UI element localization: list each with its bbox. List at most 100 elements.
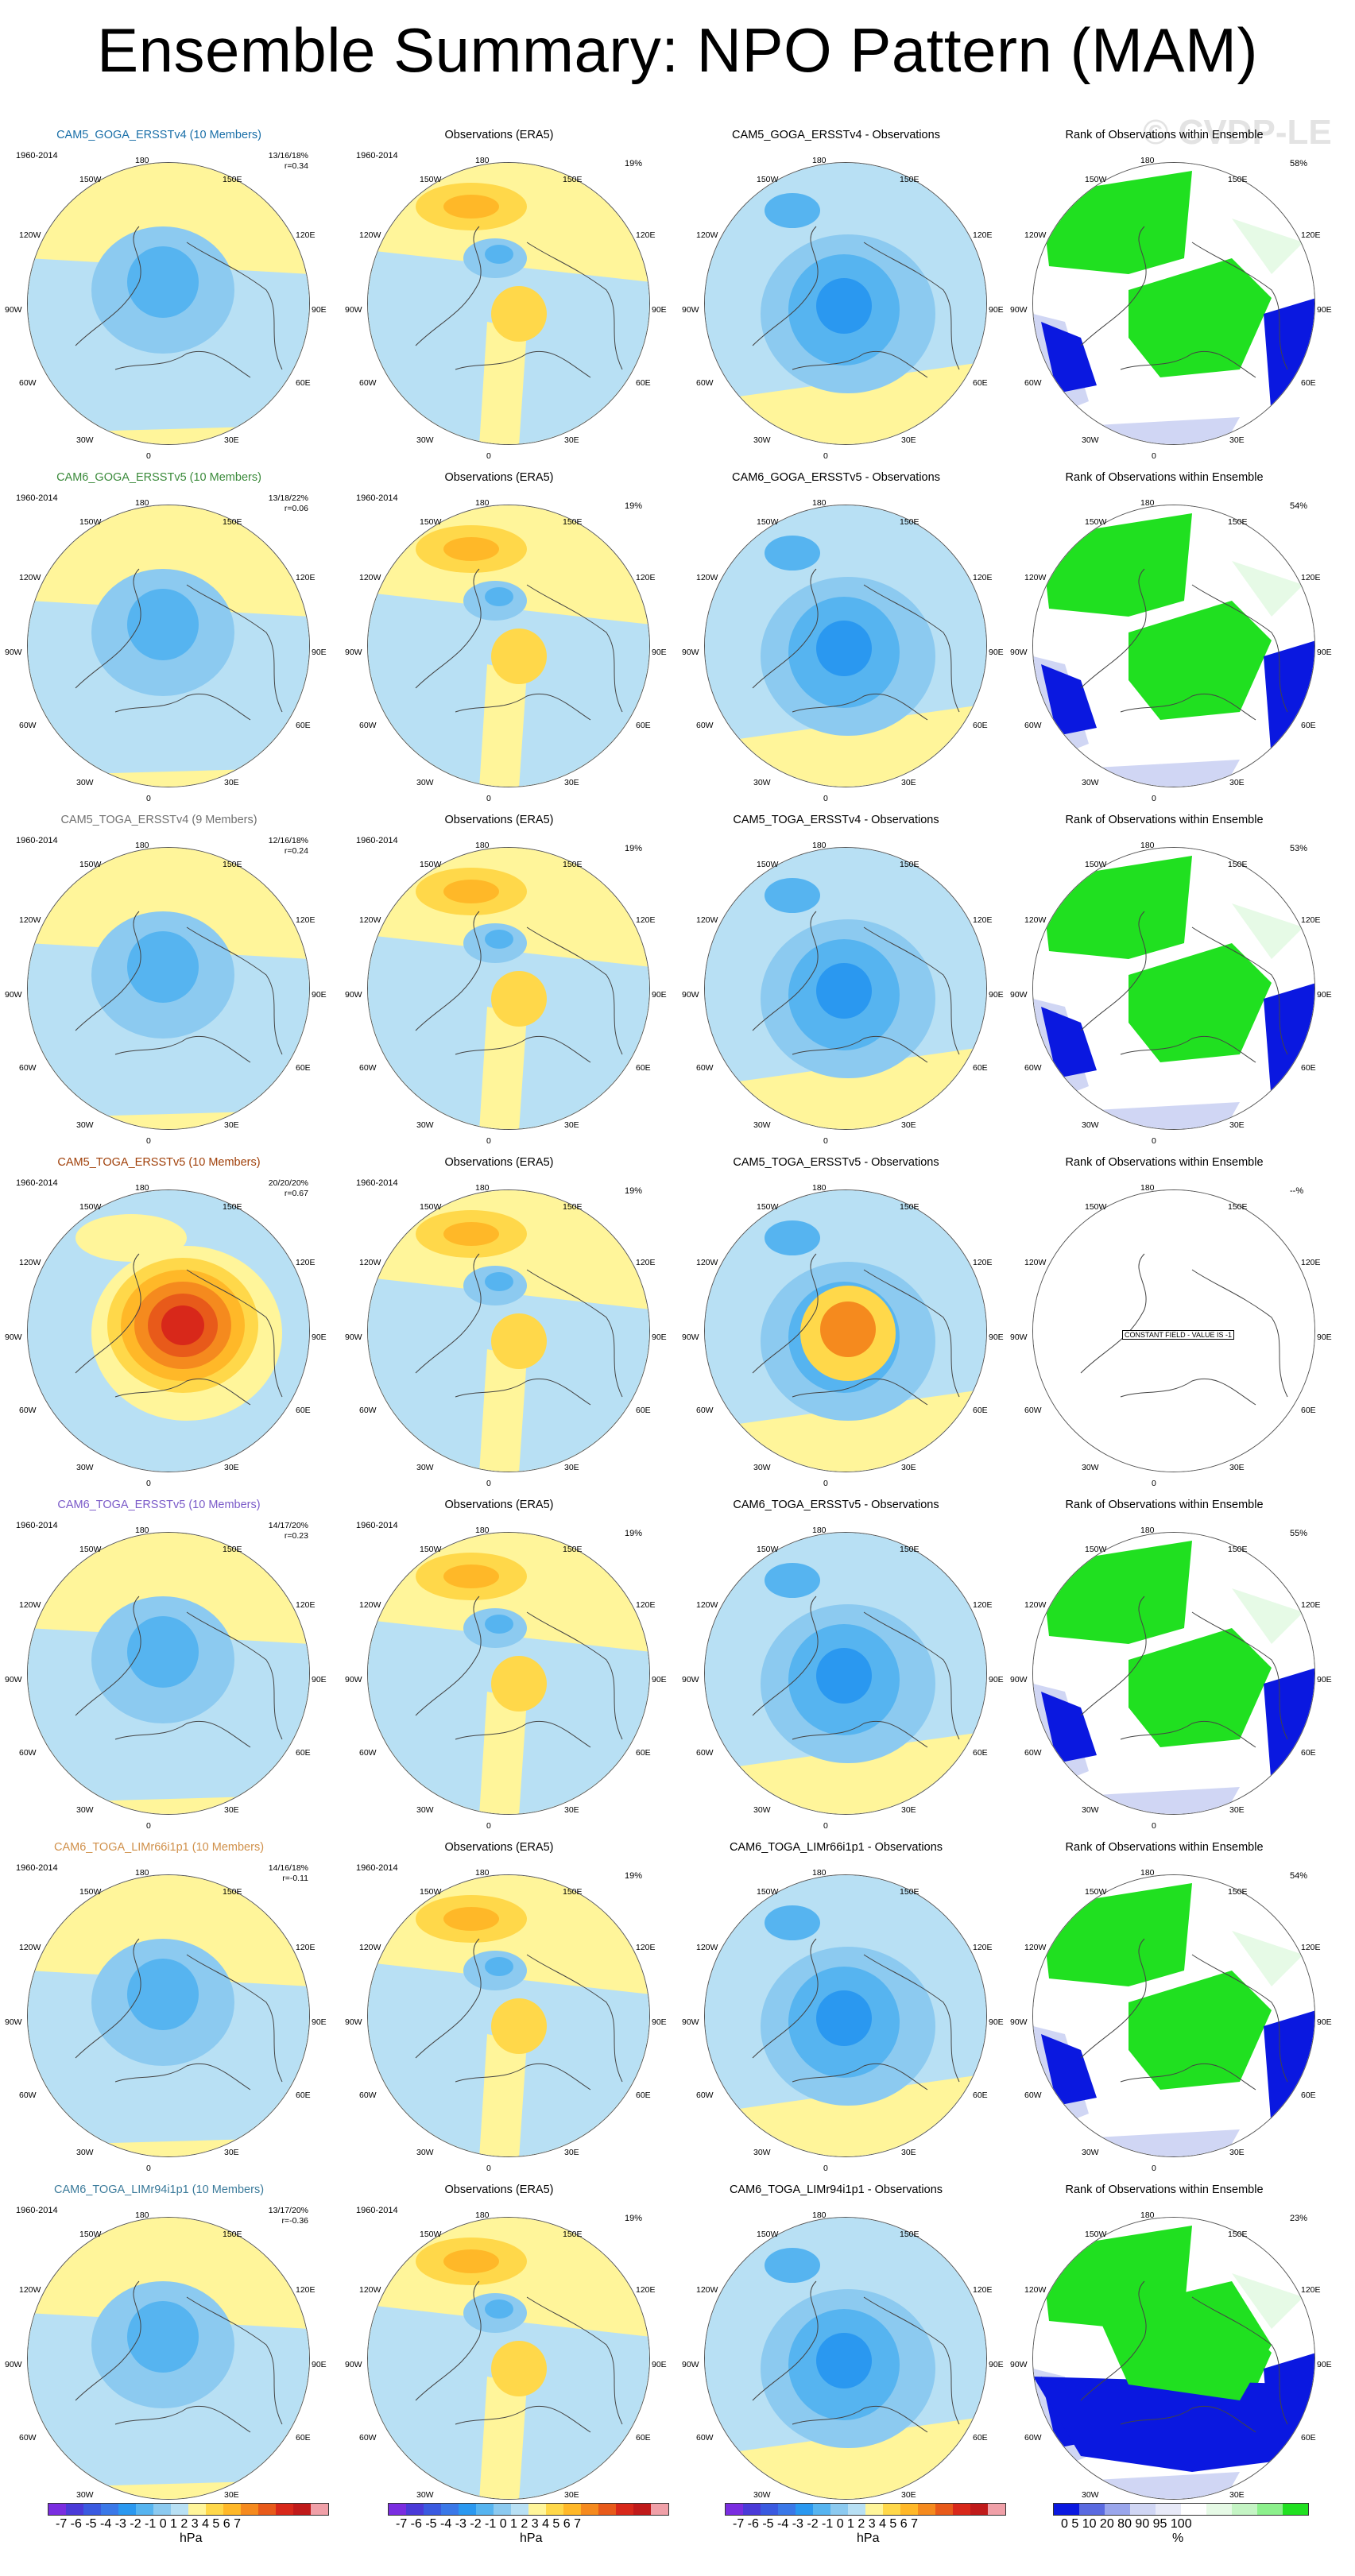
longitude-label: 30W [753, 778, 771, 787]
longitude-label: 120E [296, 573, 316, 582]
longitude-label: 60W [19, 1406, 37, 1415]
colorbar-swatch [83, 2504, 101, 2515]
map-field [1033, 505, 1314, 787]
longitude-label: 150E [900, 175, 919, 184]
longitude-label: 120E [636, 2285, 656, 2295]
longitude-label: 60W [359, 721, 377, 730]
longitude-label: 150E [1228, 517, 1248, 527]
longitude-label: 150E [223, 2230, 242, 2239]
colorbar-swatch [633, 2504, 651, 2515]
longitude-label: 30W [416, 1805, 434, 1815]
longitude-label: 120W [1024, 2285, 1047, 2295]
longitude-label: 120E [296, 230, 316, 240]
panel-title: CAM6_TOGA_ERSSTv5 - Observations [733, 1499, 939, 1511]
longitude-label: 120E [636, 1258, 656, 1267]
polar-map [704, 1189, 987, 1472]
longitude-label: 60E [1301, 721, 1316, 730]
longitude-label: 60E [973, 2091, 988, 2100]
longitude-label: 60W [19, 378, 37, 388]
colorbar-swatch [459, 2504, 476, 2515]
longitude-label: 30E [1229, 2148, 1245, 2157]
colorbar-swatch [258, 2504, 276, 2515]
page-title: Ensemble Summary: NPO Pattern (MAM) [97, 15, 1258, 85]
longitude-label: 90E [989, 648, 1004, 657]
colorbar-swatch [241, 2504, 258, 2515]
period-label: 1960-2014 [356, 493, 398, 503]
panel-diff-0: CAM5_GOGA_ERSSTv4 - Observations 180 150W 1… [677, 111, 1011, 469]
panel-title: CAM6_TOGA_LIMr66i1p1 - Observations [729, 1841, 943, 1854]
panel-title: CAM5_TOGA_ERSSTv4 (9 Members) [60, 814, 257, 826]
longitude-label: 60E [636, 1748, 651, 1758]
longitude-label: 90W [5, 648, 22, 657]
colorbar-swatch [406, 2504, 424, 2515]
colorbar-swatch [761, 2504, 778, 2515]
longitude-label: 150W [1085, 2230, 1107, 2239]
longitude-label: 120E [1301, 2285, 1321, 2295]
longitude-label: 90E [312, 305, 327, 315]
longitude-label: 30W [1082, 1463, 1099, 1472]
longitude-label: 0 [1152, 451, 1156, 461]
map-field [28, 1875, 309, 2156]
period-label: 1960-2014 [356, 836, 398, 845]
longitude-label: 150W [1085, 517, 1107, 527]
map-field [705, 2218, 986, 2499]
longitude-label: 120E [296, 1600, 316, 1610]
longitude-label: 150W [1085, 175, 1107, 184]
longitude-label: 180 [812, 498, 827, 508]
colorbar-swatch [206, 2504, 223, 2515]
longitude-label: 0 [1152, 1136, 1156, 1146]
longitude-label: 30W [416, 1120, 434, 1130]
colorbar-units: hPa [180, 2532, 203, 2545]
longitude-label: 150E [563, 1202, 583, 1212]
colorbar-swatches [725, 2503, 1006, 2516]
longitude-label: 150E [900, 1202, 919, 1212]
longitude-label: 120W [1024, 230, 1047, 240]
longitude-label: 120W [696, 915, 718, 925]
colorbar-swatch [563, 2504, 581, 2515]
longitude-label: 30E [1229, 1805, 1245, 1815]
longitude-label: 30W [76, 2148, 94, 2157]
longitude-label: 30E [1229, 435, 1245, 445]
longitude-label: 180 [812, 1183, 827, 1193]
panel-model-6: CAM6_TOGA_LIMr94i1p1 (10 Members) 1960-20… [0, 2166, 334, 2524]
panel-title: Rank of Observations within Ensemble [1065, 1156, 1264, 1169]
polar-map [27, 1532, 310, 1815]
longitude-label: 0 [486, 1821, 491, 1831]
colorbar-rank: 0 5 10 20 80 90 95 100% [1053, 2503, 1309, 2545]
longitude-label: 120W [19, 230, 41, 240]
panel-title: CAM6_GOGA_ERSSTv5 (10 Members) [56, 471, 261, 484]
polar-map [1032, 1532, 1315, 1815]
colorbar-obs: -7 -6 -5 -4 -3 -2 -1 0 1 2 3 4 5 6 7 hPa [388, 2503, 669, 2545]
longitude-label: 180 [812, 2210, 827, 2220]
longitude-label: 60E [296, 1406, 311, 1415]
longitude-label: 60W [696, 378, 714, 388]
longitude-label: 0 [146, 451, 151, 461]
map-field [28, 848, 309, 1129]
polar-map [367, 1189, 650, 1472]
colorbar-swatch [188, 2504, 206, 2515]
watermark: © CVDP-LE [1143, 113, 1332, 152]
longitude-label: 90E [312, 2017, 327, 2027]
longitude-label: 150E [223, 1887, 242, 1897]
longitude-label: 150W [420, 1887, 442, 1897]
longitude-label: 30W [416, 435, 434, 445]
longitude-label: 120E [973, 230, 993, 240]
polar-map [1032, 2217, 1315, 2500]
longitude-label: 0 [1152, 2164, 1156, 2173]
longitude-label: 120E [636, 1600, 656, 1610]
longitude-label: 90W [5, 2360, 22, 2369]
colorbar-swatch [1257, 2504, 1283, 2515]
longitude-label: 60W [1024, 1748, 1042, 1758]
polar-map [1032, 162, 1315, 445]
colorbar-swatch [1232, 2504, 1257, 2515]
panel-obs-6: Observations (ERA5)1960-201419%180150W15… [340, 2166, 674, 2524]
stat-line: 13/16/18% [268, 151, 308, 161]
longitude-label: 90W [5, 1675, 22, 1684]
longitude-label: 30W [416, 2490, 434, 2500]
polar-map [367, 2217, 650, 2500]
longitude-label: 30W [76, 1463, 94, 1472]
longitude-label: 0 [823, 1136, 828, 1146]
longitude-label: 0 [486, 1136, 491, 1146]
panel-rank-0: Rank of Observations within Ensemble58%1… [1005, 111, 1339, 469]
panel-obs-2: Observations (ERA5)1960-201419%180150W15… [340, 796, 674, 1154]
